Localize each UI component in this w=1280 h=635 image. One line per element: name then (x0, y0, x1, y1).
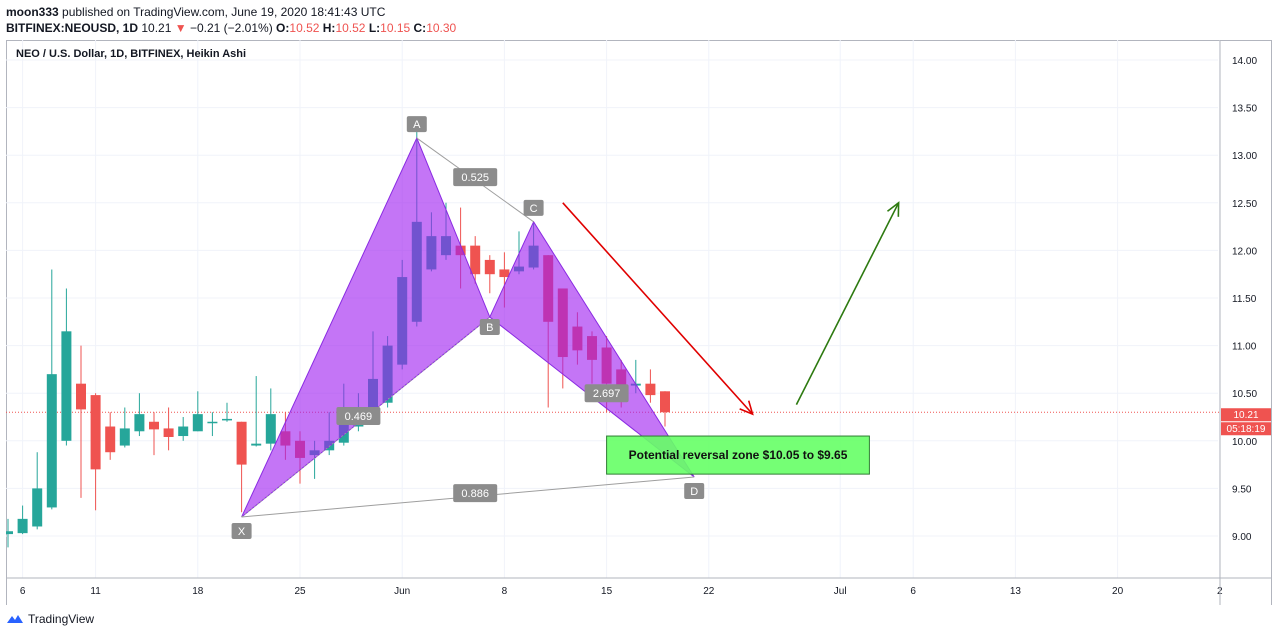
candle-body (46, 374, 57, 508)
y-tick-label: 13.00 (1232, 151, 1257, 162)
candle-body (105, 426, 116, 453)
ratio-badge (453, 484, 498, 503)
candle-body (32, 488, 43, 527)
close-value: 10.30 (426, 21, 457, 35)
chart-header: moon333 published on TradingView.com, Ju… (6, 4, 456, 36)
tradingview-logo-icon (7, 615, 23, 623)
candle-body (470, 245, 481, 275)
y-tick-label: 9.00 (1232, 532, 1252, 543)
y-tick-label: 11.00 (1232, 342, 1257, 353)
candle-body (251, 443, 262, 446)
y-tick-label: 9.50 (1232, 484, 1252, 495)
candle-body (236, 421, 247, 465)
candle-body (90, 395, 101, 470)
high-label: H: (322, 21, 336, 35)
candle-body (119, 428, 130, 446)
last-price: 10.21 (141, 21, 172, 35)
candle-body (645, 383, 656, 396)
red-arrow-head (739, 400, 754, 416)
x-tick-label: 6 (910, 586, 916, 597)
low-label: L: (368, 21, 381, 35)
open-label: O: (276, 21, 290, 35)
pattern-line-xb (241, 316, 491, 518)
footer-brand[interactable]: TradingView (28, 612, 95, 626)
price-label-value: 10.21 (1233, 410, 1258, 421)
x-tick-label: Jun (394, 586, 410, 597)
publish-line: moon333 published on TradingView.com, Ju… (6, 4, 456, 20)
candle-body (134, 414, 145, 432)
x-tick-label: 20 (1112, 586, 1124, 597)
reversal-zone-box (606, 435, 870, 475)
publish-info: published on TradingView.com, June 19, 2… (62, 5, 386, 19)
x-tick-label: 25 (294, 586, 306, 597)
pattern-point-badge (523, 199, 544, 216)
down-triangle-icon: ▼ (174, 21, 187, 35)
y-tick-label: 12.00 (1232, 246, 1257, 257)
ratio-badge (453, 168, 498, 187)
chart-legend-title: NEO / U.S. Dollar, 1D, BITFINEX, Heikin … (16, 48, 246, 60)
ratio-label: 2.697 (593, 388, 621, 400)
candle-body (61, 331, 72, 441)
close-label: C: (413, 21, 427, 35)
candle-body (484, 259, 495, 275)
pattern-point-badge (231, 522, 252, 539)
y-tick-label: 11.50 (1232, 294, 1257, 305)
candle-body (207, 421, 218, 424)
footer: TradingView (6, 609, 94, 629)
ratio-label: 0.525 (461, 172, 489, 184)
x-tick-label: 22 (703, 586, 715, 597)
candle-body (76, 383, 86, 410)
candle-body (149, 421, 159, 430)
candle-body (265, 414, 276, 444)
x-tick-label: 18 (192, 586, 204, 597)
reversal-zone-label: Potential reversal zone $10.05 to $9.65 (629, 448, 848, 462)
candle-body (3, 531, 13, 535)
candle-body (178, 426, 189, 437)
x-tick-label: 15 (601, 586, 613, 597)
pattern-point-label: B (486, 322, 493, 334)
candle-body (17, 518, 28, 534)
symbol-label: BITFINEX:NEOUSD, 1D (6, 21, 139, 35)
ratio-badge (336, 407, 381, 426)
countdown-badge (1221, 422, 1271, 436)
candle-body (192, 414, 203, 432)
price-change: −0.21 (−2.01%) (189, 21, 273, 35)
chart-frame[interactable]: Potential reversal zone $10.05 to $9.65 X… (3, 40, 1272, 606)
red-arrow-line (562, 202, 754, 415)
pattern-point-badge (479, 319, 500, 336)
ratio-label: 0.469 (345, 411, 373, 423)
x-tick-label: 8 (502, 586, 508, 597)
x-tick-label: 13 (1010, 586, 1022, 597)
green-arrow-head (886, 201, 900, 217)
y-tick-label: 14.00 (1232, 56, 1257, 67)
y-tick-label: 12.50 (1232, 199, 1257, 210)
ratio-label: 0.886 (461, 488, 489, 500)
y-tick-label: 10.00 (1232, 437, 1257, 448)
pattern-point-label: A (413, 119, 421, 131)
candle-body (660, 391, 670, 413)
x-tick-label: 11 (90, 586, 101, 597)
author-name[interactable]: moon333 (6, 5, 59, 19)
pattern-point-badge (684, 482, 705, 499)
x-tick-label: Jul (834, 586, 847, 597)
y-tick-label: 13.50 (1232, 104, 1257, 115)
low-value: 10.15 (380, 21, 411, 35)
y-tick-label: 10.50 (1232, 389, 1257, 400)
pattern-point-label: C (530, 203, 538, 215)
ohlc-line: BITFINEX:NEOUSD, 1D 10.21 ▼ −0.21 (−2.01… (6, 20, 456, 36)
price-chart[interactable]: Potential reversal zone $10.05 to $9.65 X… (3, 40, 1272, 606)
green-arrow-line (795, 202, 900, 405)
pattern-point-label: D (690, 486, 698, 498)
high-value: 10.52 (335, 21, 366, 35)
candle-body (499, 269, 510, 278)
x-tick-label: 6 (20, 586, 26, 597)
pattern-point-label: X (238, 526, 246, 538)
open-value: 10.52 (289, 21, 320, 35)
candle-body (163, 428, 174, 437)
ratio-badge (584, 384, 629, 403)
countdown-value: 05:18:19 (1227, 424, 1266, 435)
candle-body (222, 418, 232, 421)
price-label-badge (1221, 408, 1271, 422)
pattern-point-badge (406, 116, 427, 133)
